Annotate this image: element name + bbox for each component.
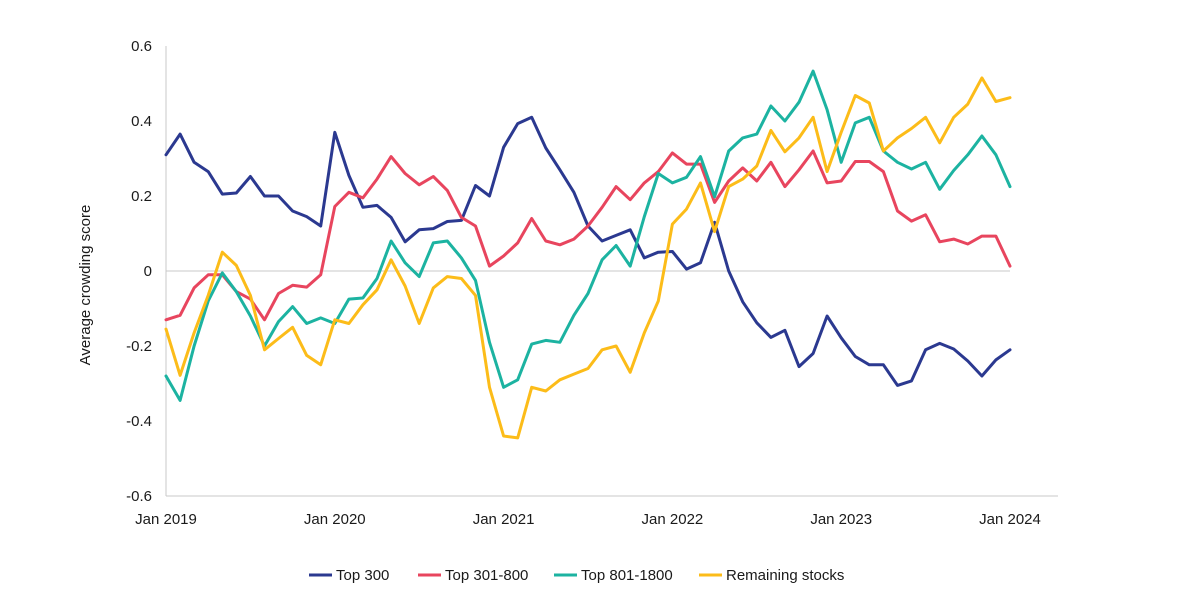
series-line-top-300 [164, 115, 1012, 387]
x-tick-label: Jan 2024 [979, 511, 1041, 528]
legend-label: Top 300 [336, 567, 389, 584]
y-tick-label: 0.2 [131, 188, 152, 205]
series-line-top-301-800 [164, 149, 1012, 322]
y-tick-labels: -0.6 -0.4 -0.2 0 0.2 0.4 0.6 [126, 38, 152, 505]
y-tick-label: -0.2 [126, 338, 152, 355]
x-tick-label: Jan 2019 [135, 511, 197, 528]
y-tick-label: 0.4 [131, 113, 152, 130]
series-line-remaining-stocks [164, 76, 1012, 440]
x-tick-label: Jan 2023 [810, 511, 872, 528]
legend: Top 300 Top 301-800 Top 801-1800 Remaining … [309, 567, 844, 584]
y-tick-label: 0 [144, 263, 152, 280]
series-line-top-801-1800 [164, 69, 1012, 402]
x-tick-label: Jan 2022 [642, 511, 704, 528]
y-tick-label: -0.4 [126, 413, 152, 430]
y-tick-label: -0.6 [126, 488, 152, 505]
y-tick-label: 0.6 [131, 38, 152, 55]
y-axis-label: Average crowding score [77, 205, 94, 366]
legend-item: Top 300 [309, 567, 389, 584]
legend-label: Top 801-1800 [581, 567, 673, 584]
series-lines [164, 69, 1012, 440]
legend-item: Top 301-800 [418, 567, 528, 584]
x-tick-label: Jan 2020 [304, 511, 366, 528]
legend-label: Top 301-800 [445, 567, 528, 584]
legend-item: Remaining stocks [699, 567, 844, 584]
legend-item: Top 801-1800 [554, 567, 673, 584]
x-tick-label: Jan 2021 [473, 511, 535, 528]
axes [165, 46, 1058, 497]
legend-label: Remaining stocks [726, 567, 844, 584]
x-tick-labels: Jan 2019 Jan 2020 Jan 2021 Jan 2022 Jan 2023… [135, 511, 1041, 528]
